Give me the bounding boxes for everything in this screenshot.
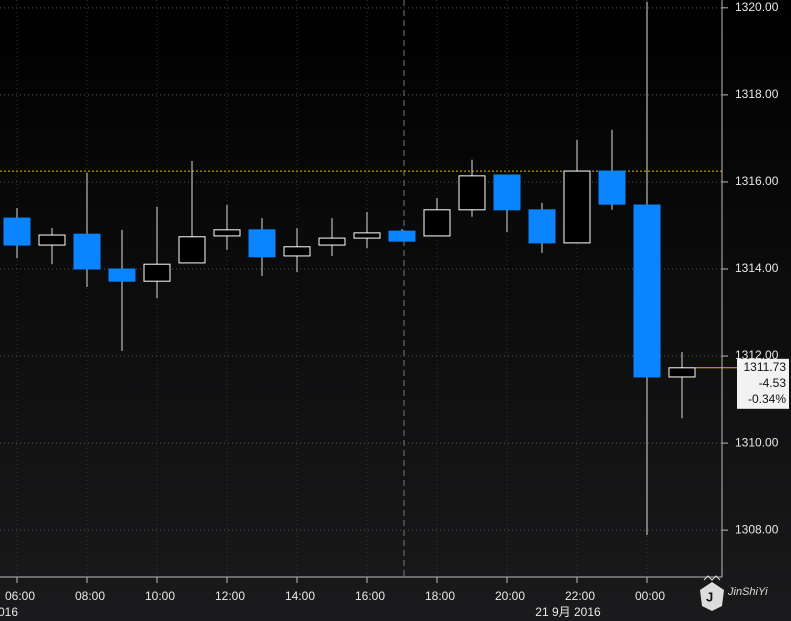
candle-body xyxy=(178,236,206,264)
x-tick-label: 14:00 xyxy=(285,589,315,603)
candle-body xyxy=(248,229,276,258)
candle-body xyxy=(458,175,486,211)
x-tick-label: 22:00 xyxy=(565,589,595,603)
last-price-label: -0.34% xyxy=(748,392,786,406)
y-tick-label: 1320.00 xyxy=(735,0,779,14)
candle-body xyxy=(388,230,416,242)
candle-body xyxy=(353,232,381,239)
x-tick-label: 18:00 xyxy=(425,589,455,603)
y-tick-label: 1314.00 xyxy=(735,261,779,275)
x-tick-label: 20:00 xyxy=(495,589,525,603)
y-tick-label: 1310.00 xyxy=(735,435,779,449)
watermark: JinShiYi xyxy=(727,586,768,598)
watermark-mark: J xyxy=(706,589,713,604)
last-price-label: 1311.73 xyxy=(744,360,787,374)
watermark-logo: J xyxy=(700,575,724,611)
x-tick-label: 00:00 xyxy=(635,589,665,603)
y-tick-label: 1312.00 xyxy=(735,348,779,362)
candle-body xyxy=(213,229,241,237)
x-tick-label: 16:00 xyxy=(355,589,385,603)
last-price-label: -4.53 xyxy=(759,376,787,390)
date-label: 21 9月 2016 xyxy=(535,605,601,619)
candle-body xyxy=(493,174,521,211)
last-price-box xyxy=(737,358,789,409)
candle-body xyxy=(633,204,661,378)
candle-body xyxy=(598,170,626,205)
y-tick-label: 1316.00 xyxy=(735,174,779,188)
candle-body xyxy=(318,237,346,246)
candle-body xyxy=(3,217,31,246)
x-tick-label: 12:00 xyxy=(215,589,245,603)
x-tick-label: 08:00 xyxy=(75,589,105,603)
candle-body xyxy=(108,268,136,282)
candle-body xyxy=(143,263,171,282)
candle-body xyxy=(73,233,101,270)
y-tick-label: 1308.00 xyxy=(735,522,779,536)
candle-body xyxy=(38,234,66,246)
candle-body xyxy=(528,209,556,244)
candle-body xyxy=(668,367,696,378)
candle-body xyxy=(563,170,591,244)
candle-body xyxy=(283,246,311,257)
y-tick-label: 1318.00 xyxy=(735,87,779,101)
date-label: 016 xyxy=(0,605,18,619)
x-tick-label: 06:00 xyxy=(5,589,35,603)
candle-body xyxy=(423,209,451,237)
x-tick-label: 10:00 xyxy=(145,589,175,603)
